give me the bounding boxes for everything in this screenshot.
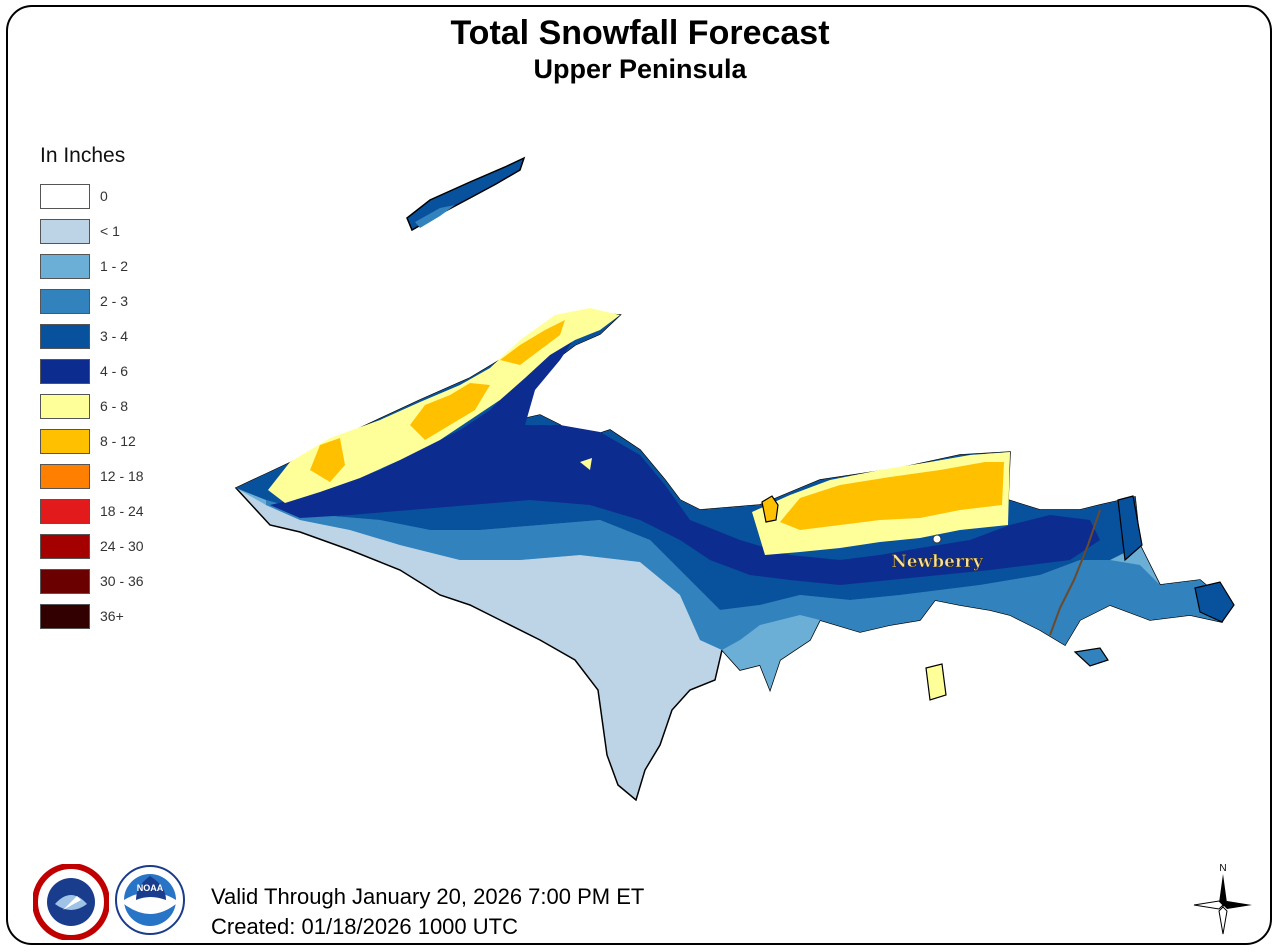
legend-label: 6 - 8 — [100, 398, 129, 414]
legend-swatch — [40, 604, 90, 629]
legend-item: 18 - 24 — [40, 499, 144, 534]
map-title: Total Snowfall Forecast — [450, 14, 830, 52]
legend-label: 3 - 4 — [100, 328, 129, 344]
bois-blanc-island — [1073, 647, 1109, 667]
legend-item: 30 - 36 — [40, 569, 144, 604]
lake-michigamme — [580, 458, 592, 470]
legend-label: 1 - 2 — [100, 258, 129, 274]
legend-swatch — [40, 569, 90, 594]
noaa-logo-text: NOAA — [137, 883, 164, 893]
legend-label: 18 - 24 — [100, 503, 144, 519]
noaa-logo: NOAA — [115, 865, 185, 935]
legend-label: < 1 — [100, 223, 120, 239]
legend-swatch — [40, 219, 90, 244]
band-8-12-east — [780, 462, 1004, 530]
isle-royale-light — [415, 205, 455, 228]
legend-item: 1 - 2 — [40, 254, 144, 289]
legend-swatch — [40, 184, 90, 209]
newberry-marker — [932, 534, 942, 544]
legend-swatch — [40, 254, 90, 279]
beaver-island — [925, 663, 947, 701]
legend-item: 0 — [40, 184, 144, 219]
compass-north-label: N — [1219, 863, 1226, 874]
legend-rows: 0 < 1 1 - 2 2 - 3 3 - 4 4 - 6 6 - 8 8 - 12 12 - … — [40, 184, 144, 639]
north-arrow-icon: N — [1193, 863, 1252, 935]
legend-item: 12 - 18 — [40, 464, 144, 499]
legend-label: 8 - 12 — [100, 433, 136, 449]
eastern-boundary-line — [1049, 509, 1101, 636]
legend-swatch — [40, 289, 90, 314]
legend-item: 24 - 30 — [40, 534, 144, 569]
legend-item: 36+ — [40, 604, 144, 639]
legend-swatch — [40, 534, 90, 559]
legend-swatch — [40, 429, 90, 454]
legend-label: 0 — [100, 188, 108, 204]
band-4-6 — [270, 330, 1100, 585]
map-subtitle: Upper Peninsula — [533, 54, 747, 84]
legend-title: In Inches — [40, 144, 126, 167]
legend-label: 36+ — [100, 608, 124, 624]
legend-item: 4 - 6 — [40, 359, 144, 394]
legend-label: 4 - 6 — [100, 363, 129, 379]
legend-swatch — [40, 464, 90, 489]
drummond-island — [1194, 581, 1235, 623]
legend-swatch — [40, 394, 90, 419]
legend-label: 2 - 3 — [100, 293, 129, 309]
legend-label: 12 - 18 — [100, 468, 144, 484]
valid-through-text: Valid Through January 20, 2026 7:00 PM E… — [211, 884, 645, 909]
created-text: Created: 01/18/2026 1000 UTC — [211, 914, 518, 939]
legend-swatch — [40, 324, 90, 349]
legend-label: 30 - 36 — [100, 573, 144, 589]
band-2-3 — [266, 500, 1230, 650]
legend-item: < 1 — [40, 219, 144, 254]
grand-island — [761, 495, 779, 523]
legend-item: 3 - 4 — [40, 324, 144, 359]
legend-item: 8 - 12 — [40, 429, 144, 464]
band-8-12-west — [310, 320, 565, 482]
legend-item: 2 - 3 — [40, 289, 144, 324]
newberry-label: Newberry — [891, 552, 984, 572]
legend-swatch — [40, 499, 90, 524]
legend: In Inches 0 < 1 1 - 2 2 - 3 3 - 4 4 - 6 6 - 8 8… — [40, 144, 144, 639]
legend-label: 24 - 30 — [100, 538, 144, 554]
nws-logo — [33, 864, 109, 940]
small-island-east — [1117, 495, 1143, 562]
legend-item: 6 - 8 — [40, 394, 144, 429]
legend-swatch — [40, 359, 90, 384]
